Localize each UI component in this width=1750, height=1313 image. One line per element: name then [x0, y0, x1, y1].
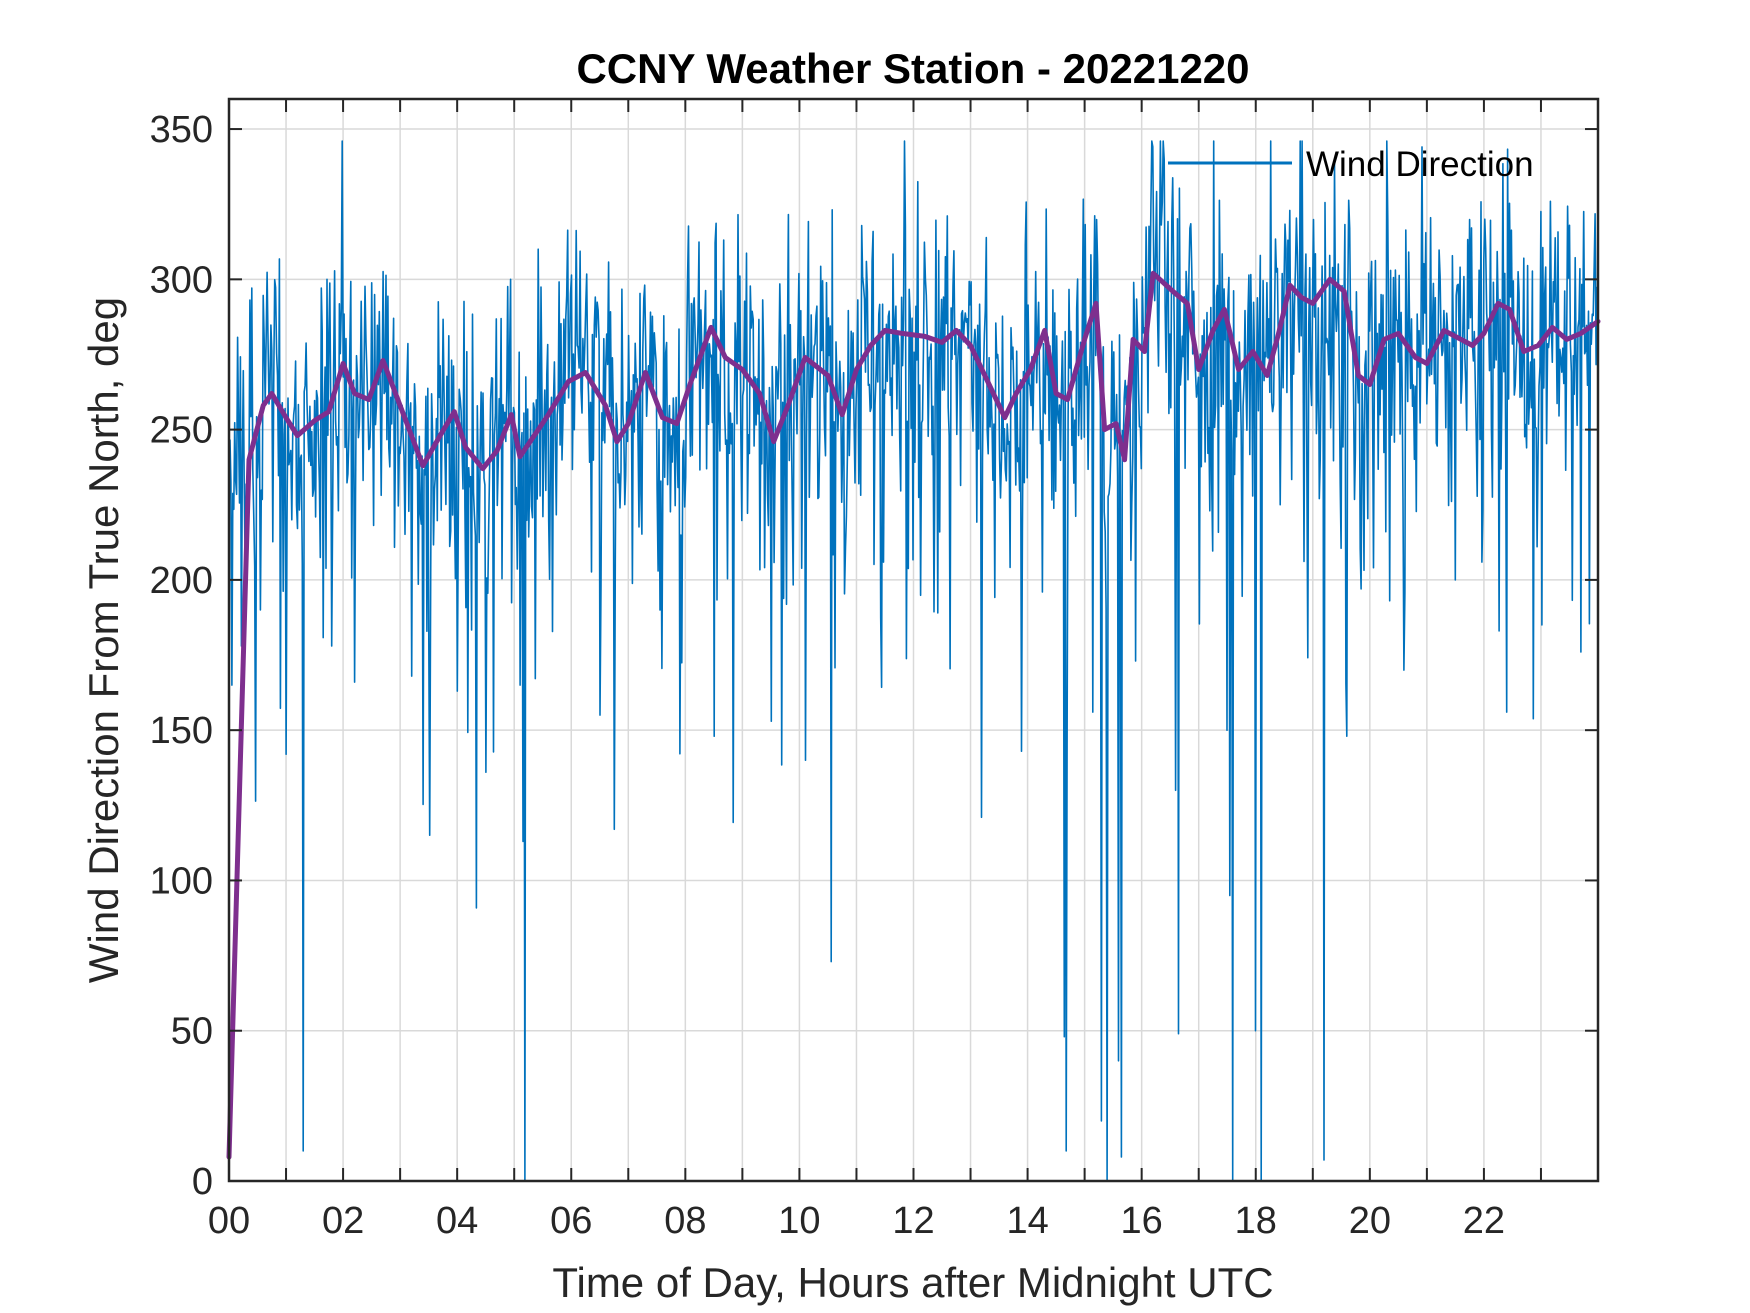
- legend-label-wind-direction: Wind Direction: [1306, 145, 1534, 184]
- wind-direction-line: [228, 140, 1599, 1182]
- wind-direction-raw-series: [228, 140, 1599, 1182]
- y-axis-tick-labels: 0 50 100 150 200 250 300 350: [150, 109, 213, 1203]
- y-tick-label: 350: [150, 109, 213, 151]
- x-axis-label: Time of Day, Hours after Midnight UTC: [552, 1259, 1273, 1306]
- y-tick-label: 250: [150, 410, 213, 452]
- x-tick-label: 10: [778, 1200, 820, 1242]
- x-tick-label: 02: [322, 1200, 364, 1242]
- y-tick-label: 0: [192, 1161, 213, 1203]
- y-tick-label: 150: [150, 710, 213, 752]
- y-tick-label: 300: [150, 259, 213, 301]
- smoothed-wind-direction-line: [226, 270, 1601, 1160]
- y-tick-label: 50: [171, 1011, 213, 1053]
- x-tick-label: 12: [892, 1200, 934, 1242]
- y-axis-label: Wind Direction From True North, deg: [80, 297, 127, 983]
- x-tick-label: 22: [1463, 1200, 1505, 1242]
- y-tick-label: 200: [150, 560, 213, 602]
- x-tick-label: 18: [1235, 1200, 1277, 1242]
- axis-ticks: [228, 99, 1599, 1182]
- wind-direction-smoothed-series: [226, 270, 1601, 1160]
- x-tick-label: 06: [550, 1200, 592, 1242]
- chart-title: CCNY Weather Station - 20221220: [576, 45, 1249, 92]
- x-tick-label: 08: [664, 1200, 706, 1242]
- x-tick-label: 20: [1349, 1200, 1391, 1242]
- x-tick-label: 14: [1006, 1200, 1048, 1242]
- x-tick-label: 04: [436, 1200, 478, 1242]
- x-axis-tick-labels: 00 02 04 06 08 10 12 14 16 18 20 22: [208, 1200, 1505, 1242]
- x-tick-label: 16: [1121, 1200, 1163, 1242]
- legend: Wind Direction: [1168, 145, 1534, 184]
- y-tick-label: 100: [150, 860, 213, 902]
- x-tick-label: 00: [208, 1200, 250, 1242]
